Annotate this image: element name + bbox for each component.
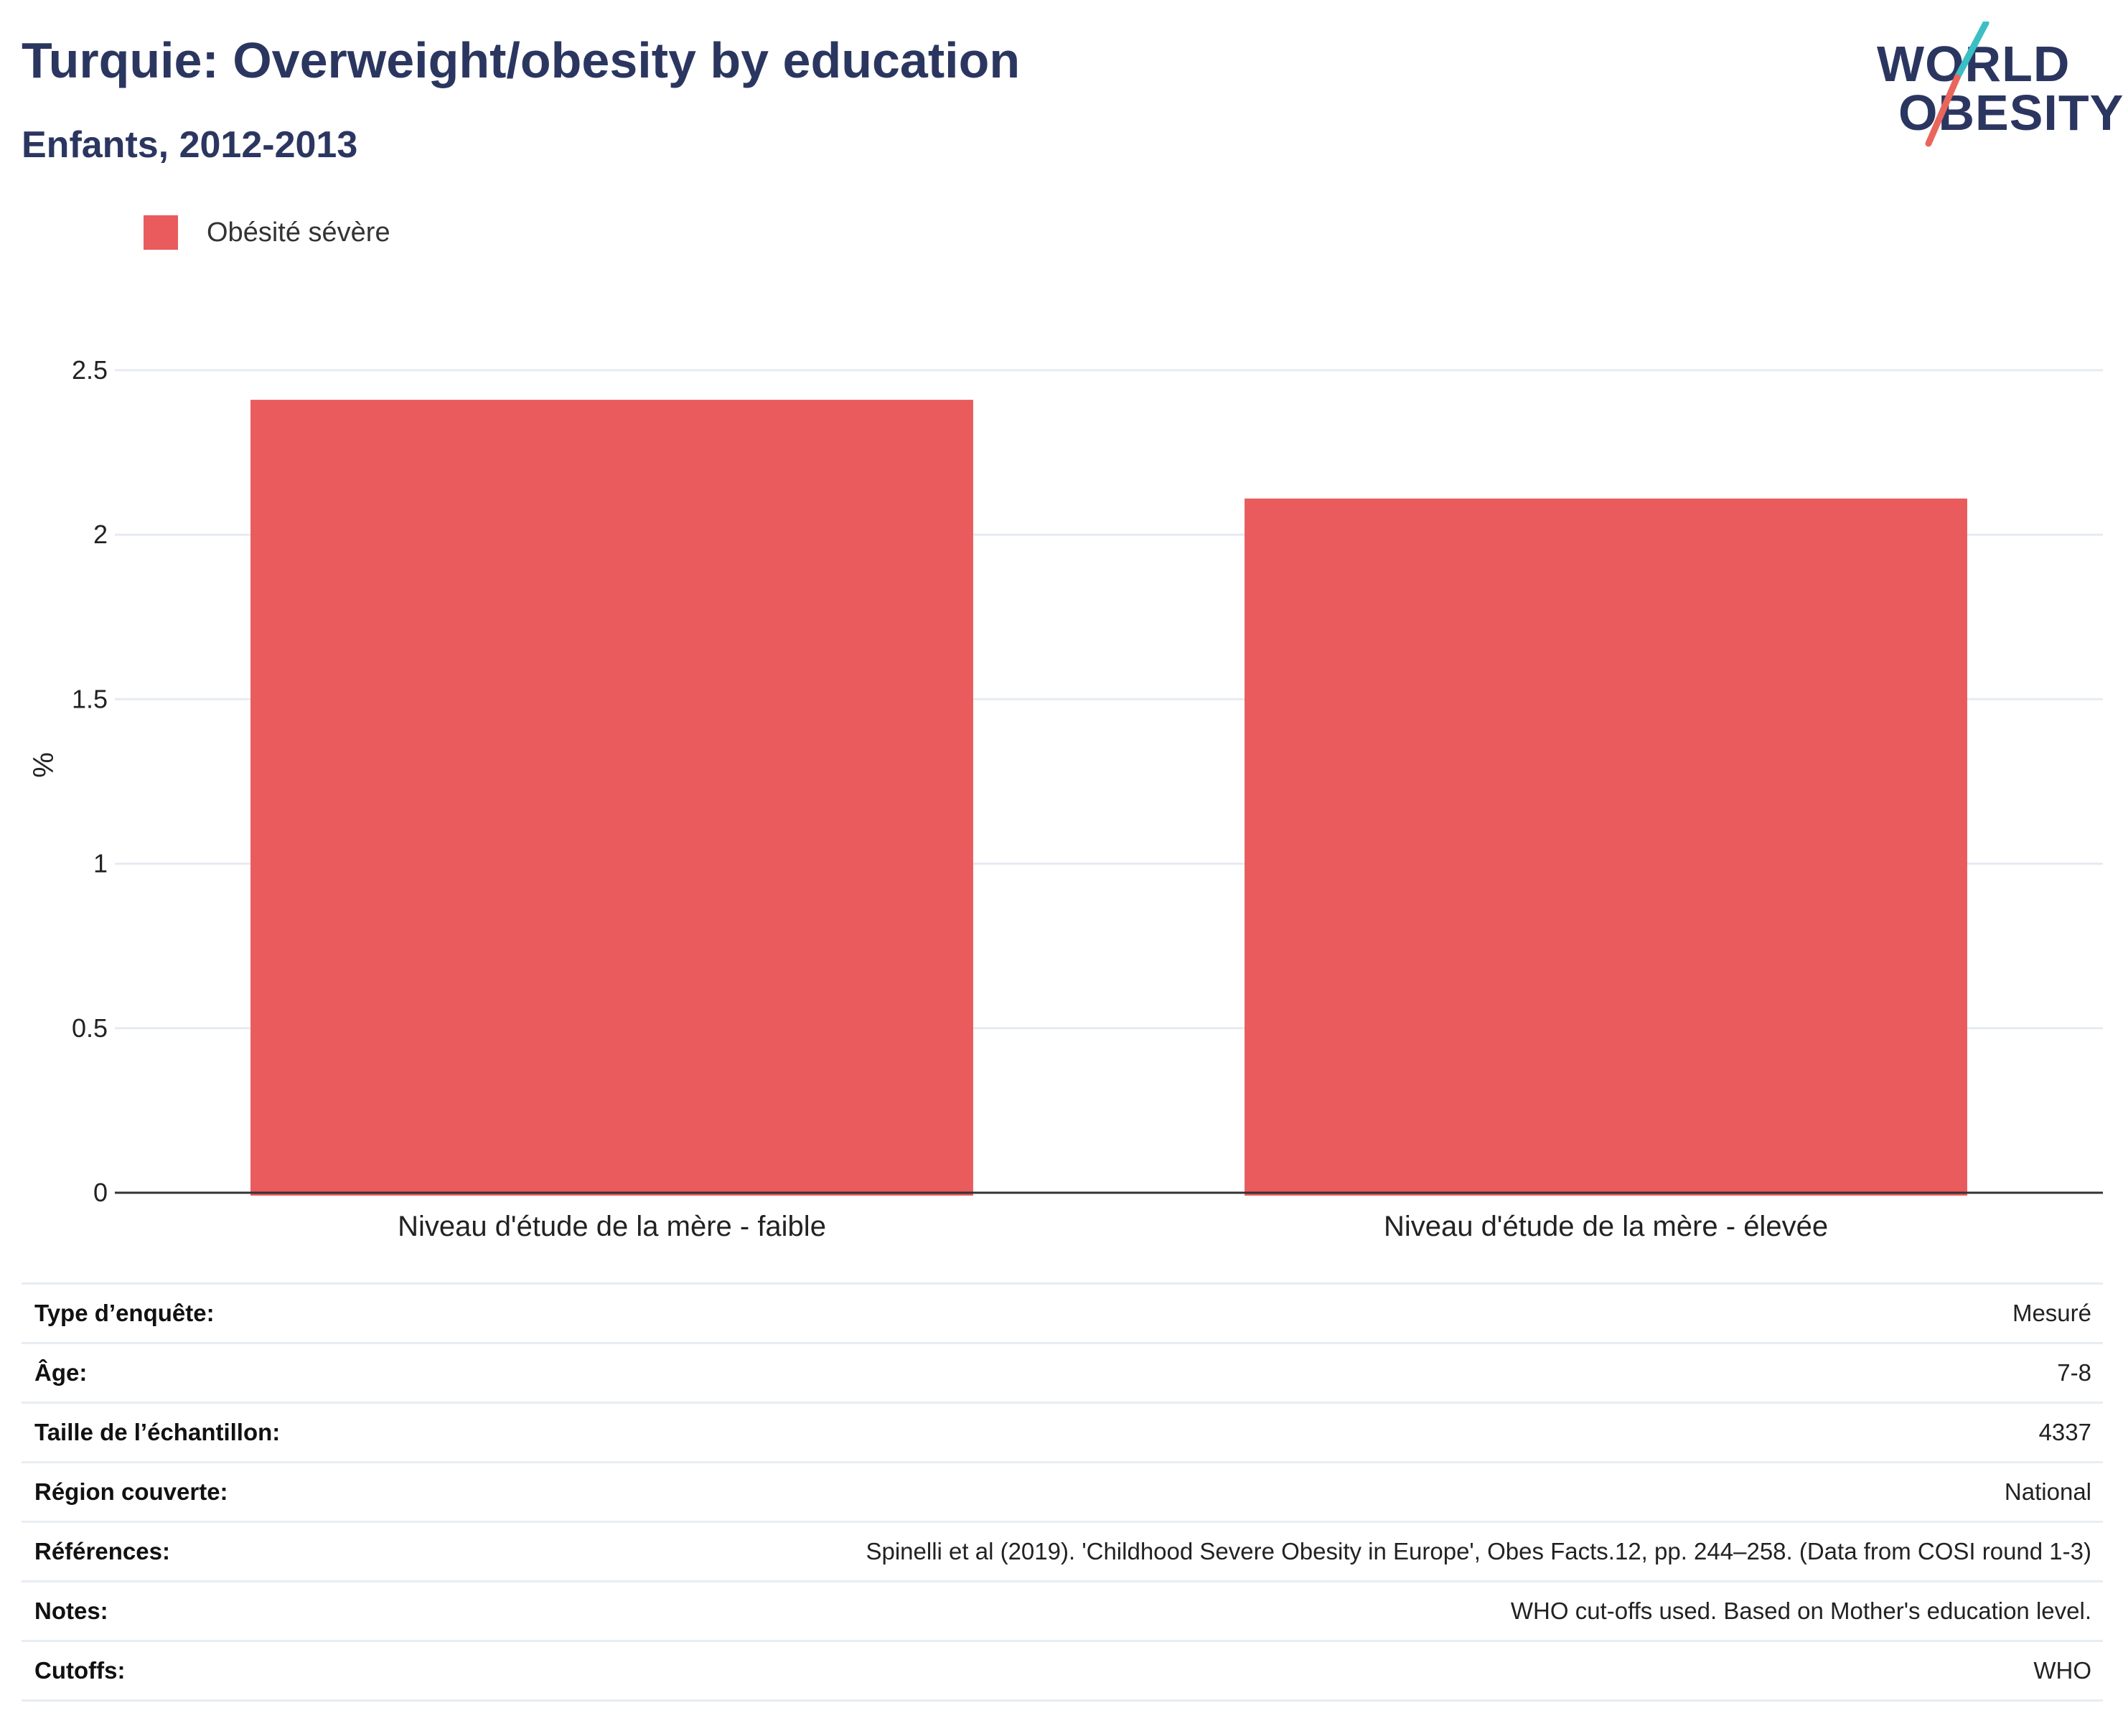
- x-tick-label: Niveau d'étude de la mère - faible: [398, 1211, 826, 1242]
- y-axis-label: %: [28, 752, 60, 778]
- info-value: Spinelli et al (2019). 'Childhood Severe…: [382, 1522, 2103, 1582]
- info-key: Type d’enquête:: [22, 1284, 382, 1343]
- bar: [250, 400, 973, 1196]
- y-tick-label: 1.5: [72, 684, 108, 713]
- info-row: Taille de l’échantillon: 4337: [22, 1403, 2103, 1463]
- info-key: Cutoffs:: [22, 1641, 382, 1701]
- info-row: Type d’enquête: Mesuré: [22, 1284, 2103, 1343]
- info-value: Mesuré: [382, 1284, 2103, 1343]
- bar-chart: 0 0.5 1 1.5 2 2.5% Niveau d'étude de la mère -…: [0, 0, 2123, 1263]
- info-value: National: [382, 1463, 2103, 1522]
- info-key: Taille de l’échantillon:: [22, 1403, 382, 1463]
- info-row: Références: Spinelli et al (2019). 'Child…: [22, 1522, 2103, 1582]
- bar: [1245, 499, 1967, 1196]
- y-tick-label: 0: [93, 1178, 108, 1207]
- info-row: Région couverte: National: [22, 1463, 2103, 1522]
- info-row: Âge: 7-8: [22, 1343, 2103, 1403]
- info-key: Notes:: [22, 1582, 382, 1641]
- info-value: WHO: [382, 1641, 2103, 1701]
- y-tick-label: 2: [93, 520, 108, 549]
- info-key: Références:: [22, 1522, 382, 1582]
- info-row: Notes: WHO cut-offs used. Based on Mother…: [22, 1582, 2103, 1641]
- info-key: Région couverte:: [22, 1463, 382, 1522]
- info-value: WHO cut-offs used. Based on Mother's edu…: [382, 1582, 2103, 1641]
- survey-info-table: Type d’enquête: Mesuré Âge: 7-8 Taille de l’…: [22, 1282, 2103, 1702]
- y-tick-label: 0.5: [72, 1013, 108, 1043]
- info-value: 4337: [382, 1403, 2103, 1463]
- info-value: 7-8: [382, 1343, 2103, 1403]
- y-tick-label: 2.5: [72, 355, 108, 385]
- y-tick-label: 1: [93, 849, 108, 878]
- x-tick-label: Niveau d'étude de la mère - élevée: [1384, 1211, 1828, 1242]
- info-row: Cutoffs: WHO: [22, 1641, 2103, 1701]
- info-key: Âge:: [22, 1343, 382, 1403]
